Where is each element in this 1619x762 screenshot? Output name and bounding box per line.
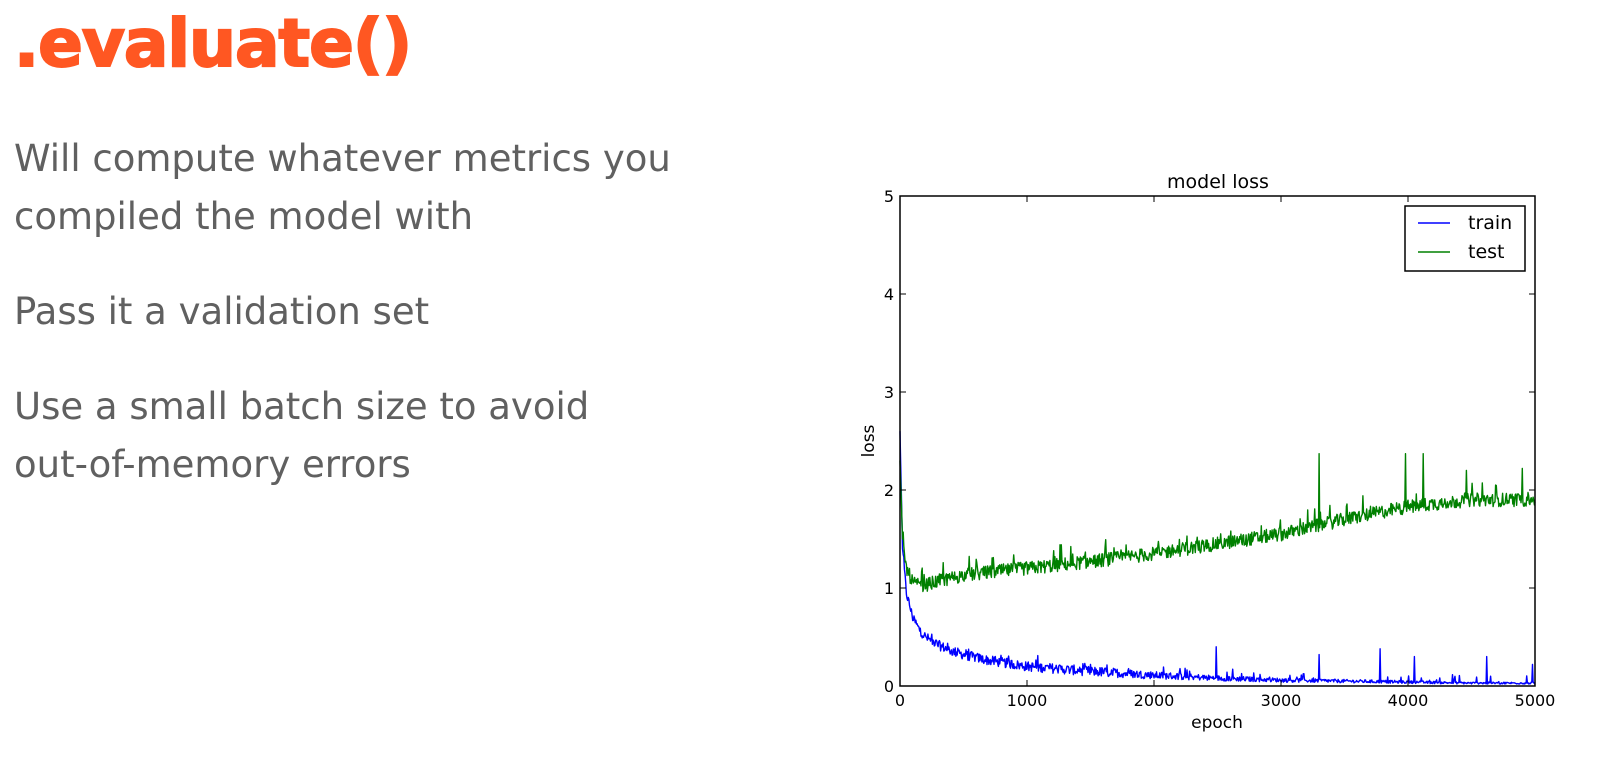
x-tick-label: 5000: [1515, 691, 1556, 710]
bullet-metrics: Will compute whatever metrics you compil…: [14, 137, 671, 238]
x-tick-label: 4000: [1388, 691, 1429, 710]
y-axis-label: loss: [859, 424, 879, 457]
y-tick-label: 5: [884, 187, 894, 206]
y-tick-label: 3: [884, 383, 894, 402]
y-tick-label: 2: [884, 481, 894, 500]
x-tick-label: 1000: [1007, 691, 1048, 710]
x-tick-label: 3000: [1261, 691, 1302, 710]
chart-title: model loss: [1167, 171, 1269, 193]
legend-label-train: train: [1468, 212, 1512, 234]
x-axis-label: epoch: [1191, 713, 1243, 733]
legend-label-test: test: [1468, 241, 1505, 263]
series-line-test: [899, 453, 1536, 593]
chart-legend: train test: [1404, 205, 1526, 272]
y-tick-label: 0: [884, 677, 894, 696]
plot-frame: [899, 195, 1536, 687]
chart-svg: model loss 0 1000 2000 3000 4000 5000 0 1 2 3 4 5 e…: [859, 171, 1556, 733]
bullet-list: Will compute whatever metrics you compil…: [14, 130, 774, 531]
y-tick-label: 1: [884, 579, 894, 598]
bullet-batch-size: Use a small batch size to avoid out-of-m…: [14, 385, 590, 486]
y-tick-label: 4: [884, 285, 894, 304]
series-line-train: [899, 431, 1536, 685]
x-tick-label: 0: [895, 691, 905, 710]
bullet-validation-set: Pass it a validation set: [14, 290, 430, 333]
legend-box: [1404, 205, 1526, 272]
loss-chart: model loss 0 1000 2000 3000 4000 5000 0 1 2 3 4 5 e…: [848, 162, 1608, 752]
x-tick-label: 2000: [1134, 691, 1175, 710]
slide-title: .evaluate(): [13, 4, 413, 83]
